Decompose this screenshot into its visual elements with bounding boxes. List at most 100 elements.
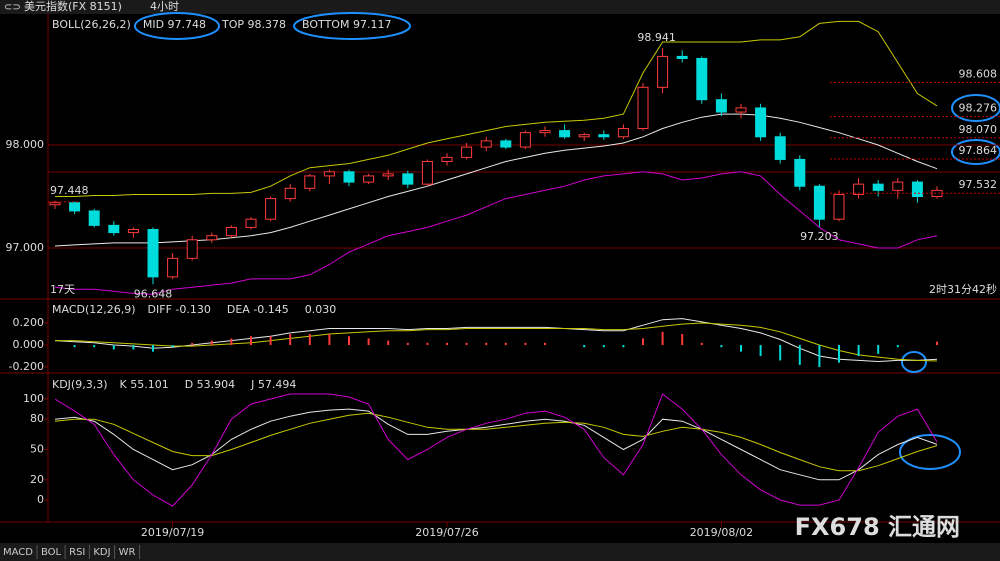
low-label: 97.203 (800, 230, 839, 243)
legend-entry: D 53.904 (185, 378, 235, 391)
candle-body (147, 228, 159, 278)
highlight (901, 351, 927, 373)
candle-body (735, 107, 747, 113)
candle-body (265, 198, 277, 220)
candle-body (167, 257, 179, 278)
candle-body (715, 99, 727, 113)
candle-body (519, 132, 531, 148)
candle-body (421, 160, 433, 185)
candle-body (755, 107, 767, 138)
candle-body (49, 202, 61, 206)
candle-body (323, 171, 335, 177)
candle-body (931, 189, 943, 198)
candle-body (186, 239, 198, 259)
candle-body (245, 218, 257, 228)
candle-body (304, 175, 316, 189)
legend-entry: TOP 98.378 (221, 18, 286, 31)
legend-entry: DIFF -0.130 (148, 303, 211, 316)
candle-body (88, 210, 100, 226)
indicator-line (54, 408, 938, 481)
y-tick-label: 80 (30, 412, 44, 425)
candle-body (696, 57, 708, 101)
title-bar (0, 0, 1000, 14)
low-label: 96.648 (134, 287, 173, 300)
indicator-line (54, 113, 938, 247)
candle-body (794, 158, 806, 187)
legend-entry: MID 97.748 (143, 18, 206, 31)
symbol[interactable]: 美元指数(FX 8151) (24, 0, 122, 13)
highlight (134, 12, 220, 40)
x-tick-label: 2019/07/26 (415, 526, 478, 539)
annotation: 2时31分42秒 (929, 282, 997, 296)
candle-body (127, 228, 139, 234)
tab[interactable]: KDJ (93, 547, 110, 558)
tab-group: MACD BOL RSI KDJ WR (3, 545, 140, 559)
candle-body (461, 146, 473, 158)
price-level-label: 97.532 (959, 178, 998, 191)
y-tick-label: 0 (37, 493, 44, 506)
y-tick-label: 50 (30, 443, 44, 456)
indicator-line (54, 318, 938, 363)
y-tick-label: 100 (23, 392, 44, 405)
candle-body (911, 181, 923, 198)
tab-bar (0, 543, 1000, 561)
legend-entry: J 57.494 (250, 378, 296, 391)
price-level-label: 98.070 (959, 123, 998, 136)
y-tick-label: -0.200 (9, 360, 44, 373)
candle-body (206, 235, 218, 241)
price-level-label: 97.864 (959, 144, 998, 157)
candle-body (578, 134, 590, 138)
x-tick-label: 2019/07/19 (141, 526, 204, 539)
indicator-line (54, 393, 938, 507)
window-icon: ⊂⊃ (4, 2, 21, 13)
highlight (951, 139, 1000, 165)
indicator-line (54, 412, 938, 472)
x-tick-label: 2019/08/02 (690, 526, 753, 539)
indicator-line (55, 20, 938, 197)
price-level-label: 98.276 (959, 102, 998, 115)
candle-body (69, 202, 81, 212)
y-tick-label: 0.200 (13, 316, 45, 329)
candle-body (108, 224, 120, 234)
candle-body (559, 130, 571, 138)
tab[interactable]: MACD (3, 547, 33, 558)
tab[interactable]: WR (119, 547, 136, 558)
candle-body (872, 183, 884, 191)
candle-body (774, 136, 786, 160)
price-level-label: 98.608 (959, 67, 998, 80)
candle-body (617, 128, 629, 138)
highlight (899, 434, 961, 470)
highlight (293, 12, 411, 40)
candle-body (382, 173, 394, 177)
candle-body (833, 193, 845, 220)
indicator-line (55, 322, 938, 362)
candle-body (225, 226, 237, 237)
candle-body (657, 55, 669, 88)
candle-body (284, 187, 296, 200)
period[interactable]: 4小时 (150, 0, 179, 13)
indicator-line (54, 171, 938, 295)
high-label: 98.941 (637, 31, 676, 44)
y-tick-label: 98.000 (6, 138, 45, 151)
legend-entry: 0.030 (305, 303, 337, 316)
legend-entry: K 55.101 (120, 378, 169, 391)
tab[interactable]: RSI (69, 547, 85, 558)
candle-body (676, 55, 688, 59)
watermark: FX678 汇通网 (795, 513, 960, 541)
candle-body (637, 86, 649, 130)
y-tick-label: 97.000 (6, 241, 45, 254)
annotation: 17天 (50, 283, 75, 296)
candle-body (441, 156, 453, 162)
y-tick-label: 0.000 (13, 338, 45, 351)
candle-body (363, 175, 375, 183)
candle-body (500, 140, 512, 148)
legend-title: MACD(12,26,9) (52, 303, 136, 316)
y-tick-label: 20 (30, 473, 44, 486)
legend-title: KDJ(9,3,3) (52, 378, 108, 391)
candle-body (892, 181, 904, 191)
tab[interactable]: BOL (41, 547, 62, 558)
candle-body (598, 134, 610, 138)
legend-title: BOLL(26,26,2) (52, 18, 131, 31)
